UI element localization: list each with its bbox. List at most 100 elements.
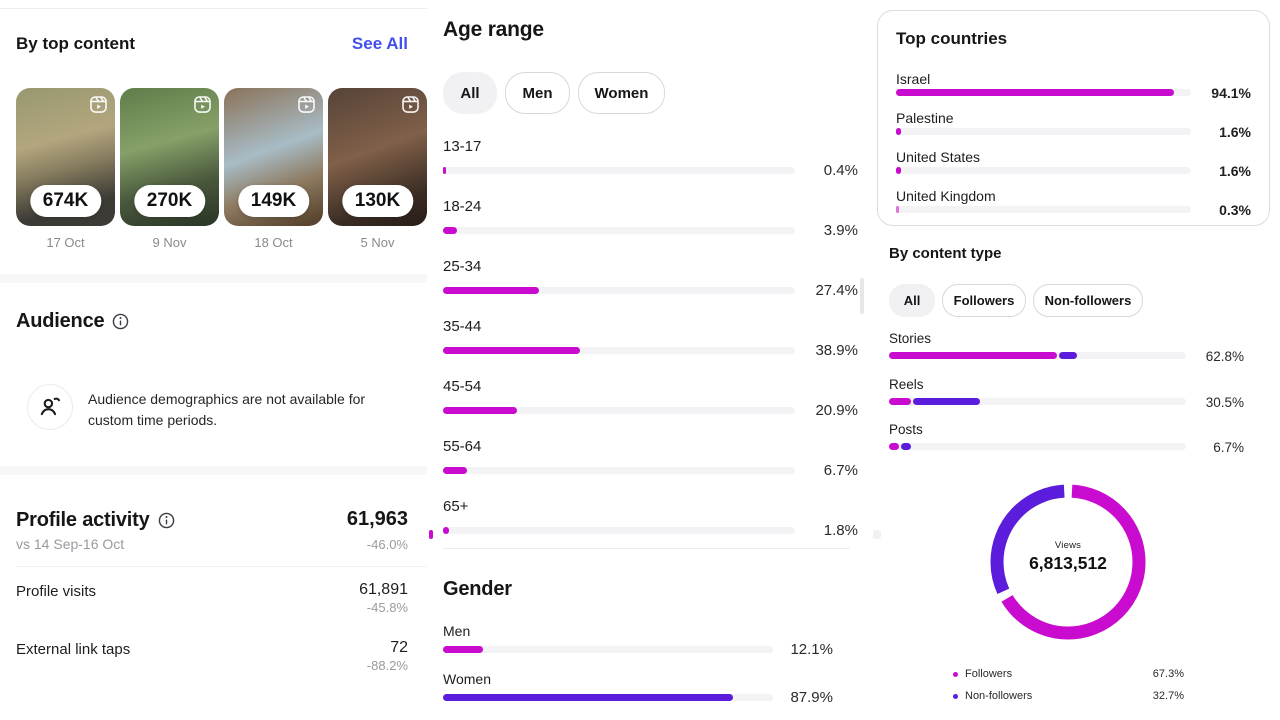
views-pill: 130K [341,185,414,217]
percentage-label: 87.9% [790,689,833,706]
percentage-label: 12.1% [790,641,833,658]
country-label: Palestine [896,110,954,126]
top-content-item: 270K 9 Nov [120,88,219,250]
age-label: 55-64 [443,438,482,455]
info-icon[interactable] [158,512,175,529]
thumbnail-date: 5 Nov [360,235,395,250]
age-label: 35-44 [443,318,482,335]
legend-dot [953,693,958,699]
adjacent-page-bar-fragment [429,530,433,539]
views-donut-chart [990,484,1146,640]
views-pill: 149K [237,185,310,217]
by-top-content-title: By top content [16,34,135,53]
followers-segment [889,443,900,450]
non-followers-segment [901,443,911,450]
thumbnail-date: 9 Nov [152,235,187,250]
top-content-item: 149K 18 Oct [224,88,323,250]
age-label: 65+ [443,498,469,515]
percentage-label: 0.4% [823,162,858,179]
reel-icon [90,96,107,113]
percentage-label: 20.9% [815,402,858,419]
gender-title: Gender [443,578,512,600]
tab-all[interactable]: All [443,72,497,114]
thumbnail-date: 18 Oct [254,235,293,250]
age-range-title: Age range [443,18,544,41]
percentage-label: 94.1% [1211,85,1251,101]
bar-fill [443,407,517,414]
top-content-list: 674K 17 Oct 270K 9 Nov 149K 18 Oct 130K … [16,88,427,250]
country-label: United Kingdom [896,188,996,204]
legend-row: Followers [953,668,1012,680]
legend-row: Non-followers [953,690,1032,702]
audience-message: Audience demographics are not available … [88,391,366,428]
percentage-label: 27.4% [815,282,858,299]
views-pill: 270K [133,185,206,217]
percentage-label: 1.6% [1219,124,1251,140]
bar-fill [443,347,580,354]
content-thumbnail[interactable]: 674K [16,88,115,226]
bar-fill [443,527,450,534]
percentage-label: 6.7% [1213,440,1244,455]
thumbnail-date: 17 Oct [46,235,85,250]
metric-change: -88.2% [366,658,408,673]
bar-track [889,398,1186,405]
activity-total-change: -46.0% [366,537,408,552]
reel-icon [402,96,419,113]
top-countries-title: Top countries [896,29,1008,48]
percentage-label: 6.7% [823,462,858,479]
metric-value: 72 [390,639,408,656]
bar-track [443,527,795,534]
bar-track [443,167,795,174]
age-label: 45-54 [443,378,482,395]
percentage-label: 62.8% [1205,349,1244,364]
bar-fill [896,167,901,174]
bar-fill [443,227,457,234]
top-content-item: 674K 17 Oct [16,88,115,250]
content-thumbnail[interactable]: 270K [120,88,219,226]
bar-track [443,694,773,701]
bar-track [896,89,1191,96]
comparison-period: vs 14 Sep-16 Oct [16,536,125,552]
by-content-type-title: By content type [889,245,1002,262]
donut-center: Views 6,813,512 [987,540,1149,574]
content-thumbnail[interactable]: 149K [224,88,323,226]
bar-fill [443,167,446,174]
section-separator [0,274,427,283]
activity-total: 61,963 [346,508,408,530]
tab-men[interactable]: Men [505,72,570,114]
people-icon [40,397,61,416]
non-followers-segment [1059,352,1077,359]
bar-track [443,646,773,653]
percentage-label: 1.8% [823,522,858,539]
metric-label: Profile visits [16,583,97,600]
percentage-label: 38.9% [815,342,858,359]
legend-label: Followers [965,668,1013,680]
content-type-label: Posts [889,422,923,437]
content-type-label: Stories [889,331,932,346]
age-label: 18-24 [443,198,482,215]
bar-fill [896,89,1174,96]
legend-value: 67.3% [1152,668,1184,680]
tab-non-followers[interactable]: Non-followers [1033,284,1143,317]
scrollbar-thumb[interactable] [860,278,864,314]
tab-all[interactable]: All [889,284,935,317]
percentage-label: 1.6% [1219,163,1251,179]
bar-fill [443,467,467,474]
legend-label: Non-followers [965,690,1033,702]
bar-fill [443,287,540,294]
tab-followers[interactable]: Followers [942,284,1026,317]
tab-women[interactable]: Women [578,72,665,114]
see-all-link[interactable]: See All [351,34,408,53]
gender-label: Women [443,671,491,687]
bar-fill [443,694,734,701]
info-icon[interactable] [112,313,129,330]
donut-non-followers-arc [990,484,1146,640]
bar-track [896,128,1191,135]
country-label: Israel [896,71,931,87]
content-thumbnail[interactable]: 130K [328,88,427,226]
donut-metric-label: Views [1054,540,1082,551]
gender-label: Men [443,623,471,639]
bar-track [443,347,795,354]
legend-dot [953,671,958,677]
